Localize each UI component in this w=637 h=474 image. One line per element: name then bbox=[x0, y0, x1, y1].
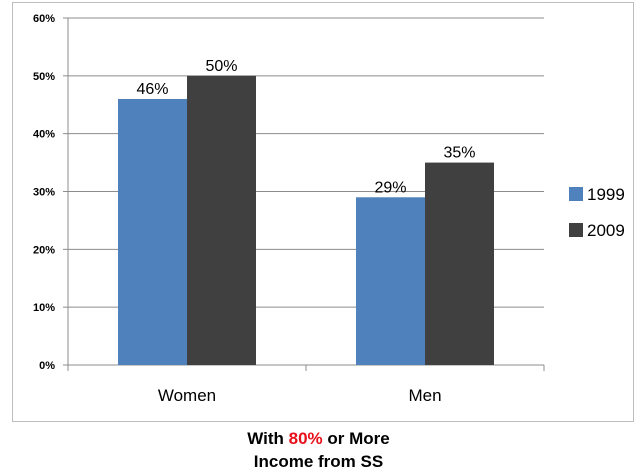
bar-2009-women bbox=[187, 75, 256, 365]
caption-line-1: With 80% or More bbox=[0, 429, 637, 449]
legend-label: 2009 bbox=[587, 221, 625, 240]
caption-text-after: or More bbox=[322, 429, 390, 448]
data-label: 46% bbox=[136, 81, 168, 98]
x-tick-label: Men bbox=[408, 386, 441, 405]
caption-highlight: 80% bbox=[288, 429, 323, 448]
y-tick-label: 10% bbox=[33, 302, 55, 314]
data-label: 29% bbox=[374, 179, 406, 196]
caption-text-before: With bbox=[247, 429, 289, 448]
y-tick-label: 50% bbox=[33, 71, 55, 83]
caption-line-2: Income from SS bbox=[253, 452, 384, 471]
bar-2009-men bbox=[425, 162, 494, 365]
legend-swatch bbox=[569, 187, 583, 201]
chart-frame: 0% 10% 20% 30% 40% 50% 60% 46% 50% Women 29% 35% Men… bbox=[12, 2, 634, 422]
x-tick-label: Women bbox=[158, 386, 216, 405]
legend-label: 1999 bbox=[587, 185, 625, 204]
legend-swatch bbox=[569, 223, 583, 237]
y-tick-label: 30% bbox=[33, 187, 55, 199]
data-label: 35% bbox=[443, 145, 475, 162]
bar-chart: 0% 10% 20% 30% 40% 50% 60% 46% 50% Women 29% 35% Men… bbox=[33, 13, 625, 405]
bar-1999-women bbox=[118, 98, 187, 365]
data-label: 50% bbox=[205, 58, 237, 75]
y-tick-label: 40% bbox=[33, 129, 55, 141]
y-tick-label: 20% bbox=[33, 244, 55, 256]
y-tick-label: 60% bbox=[33, 13, 55, 25]
y-tick-label: 0% bbox=[39, 360, 55, 372]
bar-1999-men bbox=[356, 197, 425, 365]
